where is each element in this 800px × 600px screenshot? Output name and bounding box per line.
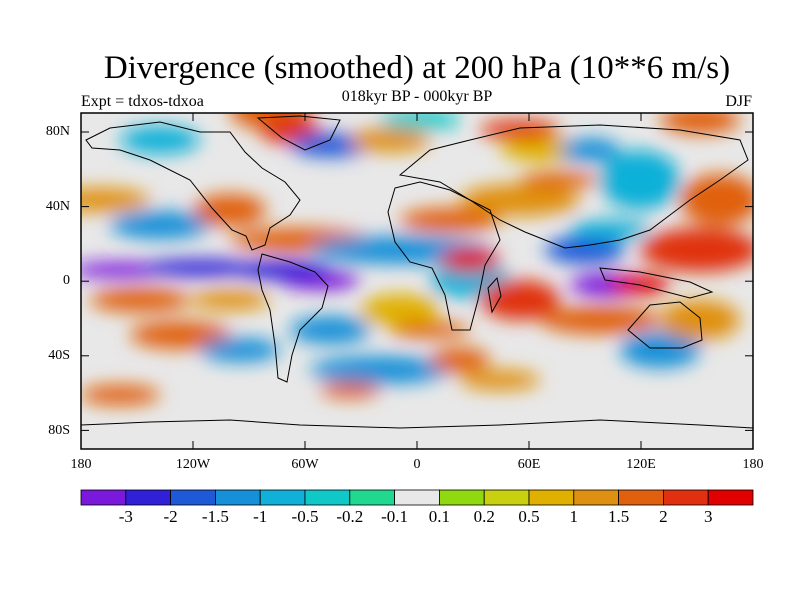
divergence-field — [81, 113, 753, 405]
field-blob-22 — [90, 288, 190, 312]
colorbar-label-3: -1 — [253, 507, 268, 526]
lon-label-180w: 180 — [70, 457, 92, 472]
colorbar-label-9: 0.5 — [518, 507, 540, 526]
field-blob-39 — [480, 120, 560, 140]
colorbar-swatch-0 — [80, 489, 127, 506]
colorbar-label-7: 0.1 — [428, 507, 451, 526]
colorbar-swatch-12 — [618, 489, 664, 506]
lat-label-80n: 80N — [45, 124, 70, 139]
field-blob-16 — [640, 228, 753, 272]
colorbar-swatch-7 — [394, 489, 440, 506]
field-blob-12 — [460, 184, 580, 216]
field-blob-36 — [120, 126, 200, 154]
colorbar-swatch-5 — [304, 489, 351, 506]
colorbar-swatch-2 — [170, 489, 216, 506]
field-blob-26 — [360, 294, 440, 326]
field-blob-29 — [620, 332, 700, 368]
field-blob-40 — [560, 138, 620, 162]
field-blob-17 — [680, 174, 753, 226]
lat-label-40s: 40S — [48, 348, 70, 363]
field-blob-13 — [545, 236, 625, 264]
field-blob-4 — [110, 211, 210, 239]
colorbar-label-6: -0.1 — [381, 507, 409, 526]
lon-label-120w: 120W — [175, 457, 211, 472]
field-blob-33 — [390, 322, 470, 338]
field-blob-31 — [320, 382, 380, 398]
field-blob-37 — [350, 128, 430, 152]
axis-ticks — [80, 113, 754, 449]
field-blob-45 — [200, 338, 280, 362]
field-blob-18 — [600, 150, 680, 210]
field-blob-21 — [230, 260, 330, 280]
colorbar-label-13: 3 — [703, 507, 713, 526]
lon-label-60w: 60W — [291, 457, 319, 472]
colorbar-label-10: 1 — [569, 507, 579, 526]
lon-label-60e: 60E — [517, 457, 541, 472]
coastlines — [81, 115, 753, 429]
colorbar-swatch-13 — [663, 489, 709, 506]
field-blob-24 — [130, 321, 230, 349]
season-label: DJF — [725, 93, 752, 110]
lon-label-0: 0 — [413, 457, 421, 472]
colorbar-swatch-11 — [573, 489, 619, 506]
period-subtitle: 018kyr BP - 000kyr BP — [341, 88, 493, 105]
colorbar-swatch-8 — [438, 489, 485, 506]
field-blob-42 — [440, 248, 500, 272]
field-blob-30 — [81, 385, 160, 405]
lat-label-40n: 40N — [45, 199, 70, 214]
colorbar — [80, 489, 754, 506]
field-blob-46 — [430, 348, 490, 372]
field-blob-3 — [81, 188, 150, 212]
colorbar-label-1: -2 — [163, 507, 178, 526]
colorbar-swatch-10 — [528, 489, 575, 506]
field-blob-20 — [140, 259, 260, 277]
field-blob-38 — [380, 113, 460, 130]
field-blob-5 — [194, 194, 266, 226]
colorbar-swatch-14 — [707, 489, 754, 506]
lon-label-180e: 180 — [742, 457, 764, 472]
colorbar-label-2: -1.5 — [201, 507, 229, 526]
colorbar-label-8: 0.2 — [473, 507, 495, 526]
field-blob-2 — [290, 133, 370, 157]
experiment-label: Expt = tdxos-tdxoa — [81, 93, 204, 110]
field-blob-43 — [570, 220, 650, 240]
colorbar-label-0: -3 — [118, 507, 133, 526]
colorbar-label-4: -0.5 — [291, 507, 319, 526]
colorbar-swatch-3 — [214, 489, 261, 506]
colorbar-swatch-1 — [125, 489, 172, 506]
field-blob-44 — [520, 172, 600, 188]
lon-label-120e: 120E — [626, 457, 656, 472]
colorbar-swatch-9 — [483, 489, 530, 506]
field-blob-23 — [190, 290, 270, 310]
map-title: Divergence (smoothed) at 200 hPa (10**6 … — [103, 50, 731, 86]
colorbar-swatch-4 — [259, 489, 306, 506]
lat-label-80s: 80S — [48, 423, 70, 438]
field-blob-9 — [400, 208, 500, 232]
colorbar-label-12: 2 — [659, 507, 668, 526]
colorbar-label-11: 1.5 — [607, 507, 630, 526]
colorbar-swatch-6 — [349, 489, 395, 506]
field-blob-34 — [660, 113, 740, 134]
colorbar-label-5: -0.2 — [336, 507, 364, 526]
field-blob-25 — [290, 316, 370, 344]
lat-label-eq: 0 — [63, 273, 70, 288]
field-blob-27 — [310, 356, 450, 384]
field-blob-32 — [460, 370, 540, 390]
field-layer — [81, 113, 753, 449]
field-blob-28 — [540, 306, 660, 334]
